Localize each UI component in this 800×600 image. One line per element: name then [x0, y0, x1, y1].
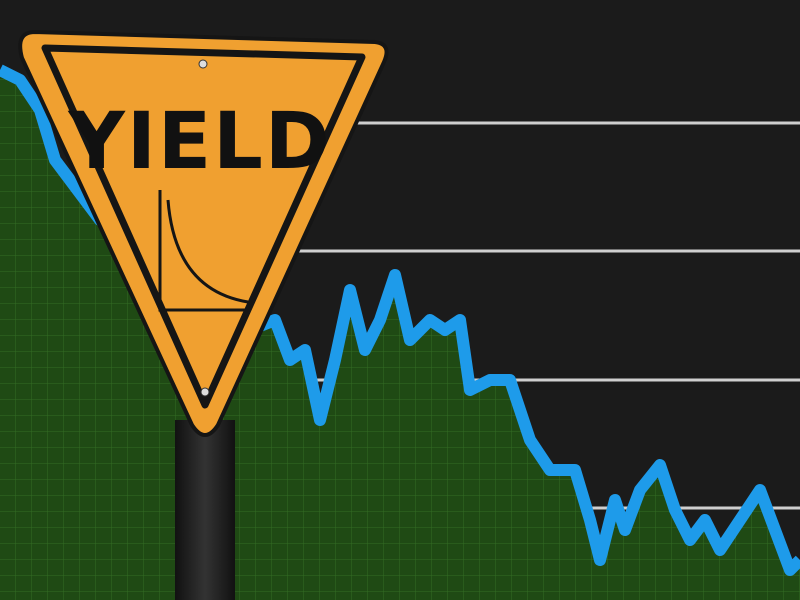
sign-post — [175, 420, 235, 600]
sign-text: YIELD — [67, 97, 331, 187]
sign-board — [18, 29, 389, 437]
sign-bolt — [198, 59, 208, 69]
sign-bolt — [200, 387, 210, 397]
sign-border — [41, 44, 366, 409]
sign-curve-icon — [158, 190, 250, 312]
